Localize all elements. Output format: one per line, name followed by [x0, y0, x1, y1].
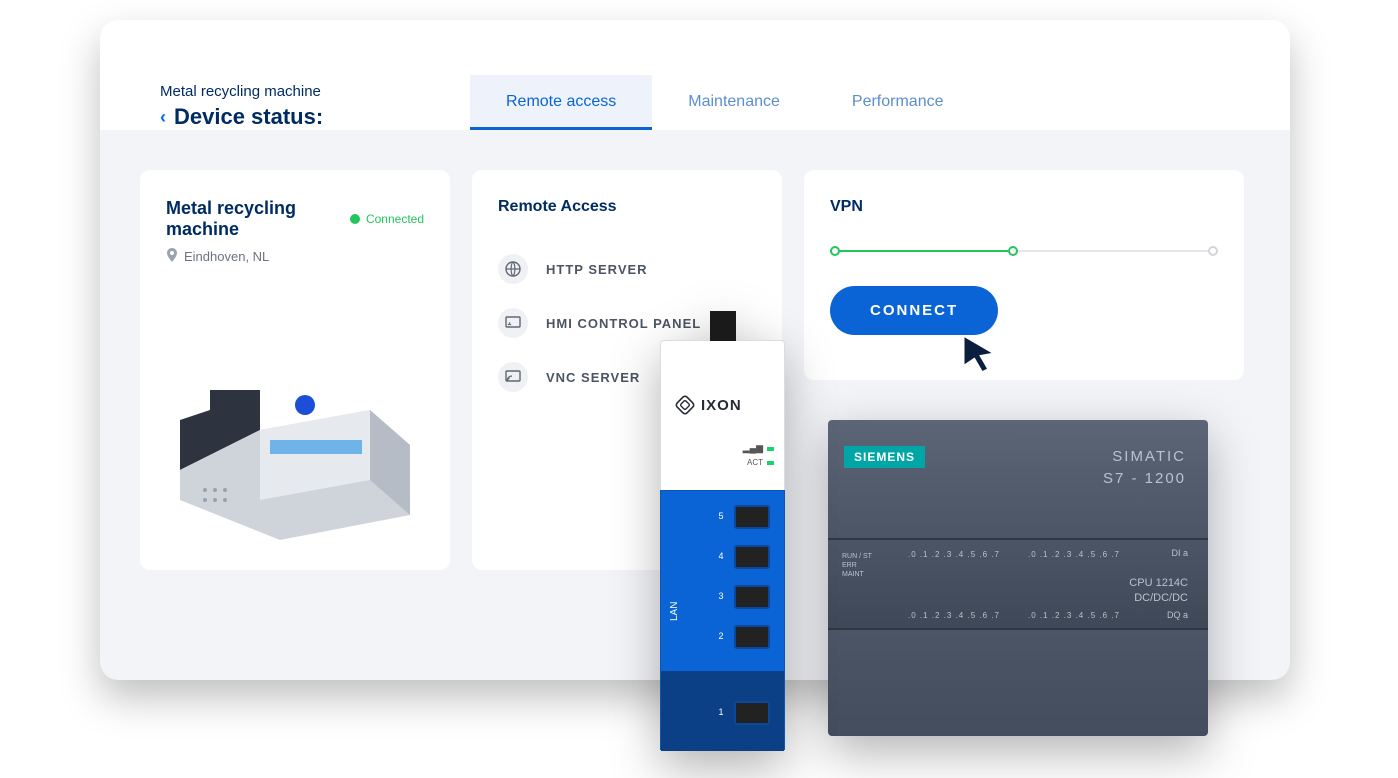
device-location: Eindhoven, NL — [166, 248, 424, 265]
tabs: Remote access Maintenance Performance — [470, 75, 979, 130]
ixon-brand-label: IXON — [701, 397, 742, 414]
ixon-lan-label: LAN — [669, 602, 680, 621]
tab-performance[interactable]: Performance — [816, 75, 980, 130]
siemens-title: SIMATIC S7 - 1200 — [1103, 446, 1186, 490]
siemens-led-labels: RUN / ST ERR MAINT — [842, 552, 872, 579]
remote-access-label: HTTP SERVER — [546, 262, 648, 277]
tab-remote-access[interactable]: Remote access — [470, 75, 652, 130]
header-eyebrow: Metal recycling machine — [160, 83, 460, 100]
remote-access-label: VNC SERVER — [546, 370, 640, 385]
remote-access-label: HMI CONTROL PANEL — [546, 316, 701, 331]
globe-icon — [498, 254, 528, 284]
screen-icon — [498, 308, 528, 338]
siemens-di-label: DI a — [1171, 548, 1188, 558]
device-panel: Metal recycling machine Connected Eindho… — [140, 170, 450, 570]
page-title: Device status: — [174, 104, 323, 130]
siemens-di-scale-2: .0 .1 .2 .3 .4 .5 .6 .7 — [1028, 550, 1120, 559]
tab-maintenance[interactable]: Maintenance — [652, 75, 816, 130]
siemens-dq-scale-2: .0 .1 .2 .3 .4 .5 .6 .7 — [1028, 611, 1120, 620]
remote-access-title: Remote Access — [498, 198, 756, 216]
siemens-cpu-label: CPU 1214C DC/DC/DC — [1129, 576, 1188, 606]
header: Metal recycling machine ‹ Device status:… — [100, 20, 1290, 130]
cast-icon — [498, 362, 528, 392]
location-text: Eindhoven, NL — [184, 249, 269, 264]
back-button[interactable]: ‹ — [160, 107, 166, 128]
remote-access-item-http[interactable]: HTTP SERVER — [498, 242, 756, 296]
status-badge: Connected — [350, 212, 424, 226]
ixon-router-illustration: IXON ▂▄▆ ACT LAN Internet 5 4 3 2 1 — [660, 340, 785, 750]
vpn-title: VPN — [830, 198, 1218, 216]
siemens-plc-illustration: SIEMENS SIMATIC S7 - 1200 RUN / ST ERR M… — [828, 420, 1208, 736]
vpn-step-dot — [830, 246, 840, 256]
machine-illustration — [170, 350, 420, 550]
vpn-progress — [830, 246, 1218, 256]
siemens-di-scale: .0 .1 .2 .3 .4 .5 .6 .7 — [908, 550, 1000, 559]
antenna-icon — [710, 311, 736, 341]
status-dot-icon — [350, 214, 360, 224]
siemens-dq-label: DQ a — [1167, 610, 1188, 620]
siemens-dq-scale: .0 .1 .2 .3 .4 .5 .6 .7 — [908, 611, 1000, 620]
vpn-step-dot — [1008, 246, 1018, 256]
vpn-panel: VPN CONNECT — [804, 170, 1244, 380]
location-pin-icon — [166, 248, 178, 265]
device-name: Metal recycling machine — [166, 198, 350, 240]
status-label: Connected — [366, 212, 424, 226]
vpn-step-dot — [1208, 246, 1218, 256]
ixon-logo: IXON — [675, 395, 742, 415]
connect-button[interactable]: CONNECT — [830, 286, 998, 335]
ixon-leds: ▂▄▆ ACT — [743, 441, 774, 470]
siemens-badge: SIEMENS — [844, 446, 925, 468]
